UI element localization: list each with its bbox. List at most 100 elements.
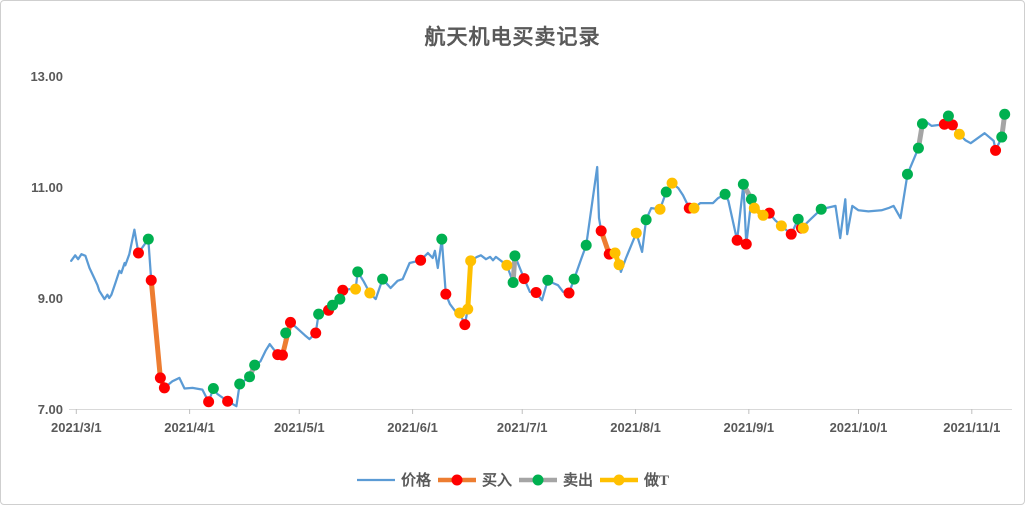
t-marker [654,203,666,215]
sell-marker [916,118,928,130]
t-marker [465,255,477,267]
buy-marker [530,286,542,298]
legend-price-sample-icon [356,478,395,481]
buy-marker [459,319,471,331]
sell-marker [737,178,749,190]
t-marker [609,247,621,259]
sell-marker [436,233,448,245]
buy-marker [203,396,215,408]
sell-marker [815,203,827,215]
legend-label-buy: 买入 [481,473,512,489]
buy-marker [415,254,427,266]
x-tick-label: 2021/9/1 [724,420,775,435]
t-marker [748,202,760,214]
t-marker [775,220,787,232]
buy-marker [938,118,950,130]
x-tick-label: 2021/11/1 [943,420,1000,435]
sell-marker [901,168,913,180]
legend-item-buy: 买入 [437,469,512,490]
x-tick-label: 2021/8/1 [610,420,661,435]
sell-marker [912,142,924,154]
legend-item-price: 价格 [356,469,431,490]
legend-buy-sample-icon [437,474,476,485]
t-marker [666,177,678,189]
sell-marker [280,327,292,339]
buy-marker [132,247,144,259]
buy-marker [158,382,170,394]
legend-item-sell: 卖出 [518,469,593,490]
t-marker [613,259,625,271]
sell-marker [377,273,389,285]
sell-marker [352,266,364,278]
x-tick-label: 2021/7/1 [497,420,548,435]
sell-marker [334,293,346,305]
x-tick-label: 2021/3/1 [51,420,102,435]
buy-marker [595,225,607,237]
buy-connector [279,319,293,358]
y-tick-label: 13.00 [30,69,63,84]
sell-marker [234,378,246,390]
x-tick-label: 2021/10/1 [830,420,888,435]
buy-marker [276,349,288,361]
legend-label-price: 价格 [400,473,431,489]
y-tick-label: 9.00 [38,291,63,306]
legend-t-sample-icon [600,474,639,485]
buy-marker [310,327,322,339]
y-tick-label: 11.00 [31,180,63,195]
buy-marker [222,395,234,407]
t-marker [350,283,362,295]
t-marker [757,209,769,221]
sell-marker [996,131,1008,143]
buy-marker [946,119,958,131]
sell-marker [660,186,672,198]
sell-marker [792,213,804,225]
sell-marker [542,274,554,286]
t-connector [465,258,474,312]
sell-marker [509,250,521,262]
buy-marker [785,228,797,240]
buy-marker [284,316,296,328]
price-line [70,113,1006,408]
t-marker [630,227,642,239]
t-marker [953,128,965,140]
buy-marker [731,234,743,246]
buy-marker [990,144,1002,156]
sell-marker [580,239,592,251]
buy-marker [337,284,349,296]
sell-marker [249,359,261,371]
legend-label-sell: 卖出 [563,473,594,489]
chart-legend: 价格 买入 卖出 做T [1,469,1024,490]
sell-marker [942,110,954,122]
buy-connector [148,277,163,381]
t-marker [688,202,700,214]
sell-marker [313,308,325,320]
t-marker [462,303,474,315]
t-marker [501,259,513,271]
sell-marker [568,273,580,285]
t-marker [797,222,809,234]
sell-marker [745,193,757,205]
buy-marker [518,273,530,285]
buy-marker [145,274,157,286]
legend-sell-sample-icon [519,474,557,485]
t-marker [364,287,376,299]
sell-marker [719,188,731,200]
y-tick-label: 7.00 [38,402,63,417]
sell-marker [207,382,219,394]
sell-marker [507,276,519,288]
chart-title: 航天机电买卖记录 [424,25,601,49]
buy-marker [440,288,452,300]
legend-item-t: 做T [599,469,669,490]
buy-marker [154,372,166,384]
sell-marker [640,214,652,226]
x-tick-label: 2021/5/1 [274,420,325,435]
x-tick-label: 2021/4/1 [164,420,215,435]
sell-marker [142,233,154,245]
buy-marker [740,238,752,250]
sell-marker [244,371,256,383]
legend-label-t: 做T [644,473,670,489]
buy-marker [563,287,575,299]
sell-marker [999,108,1011,120]
